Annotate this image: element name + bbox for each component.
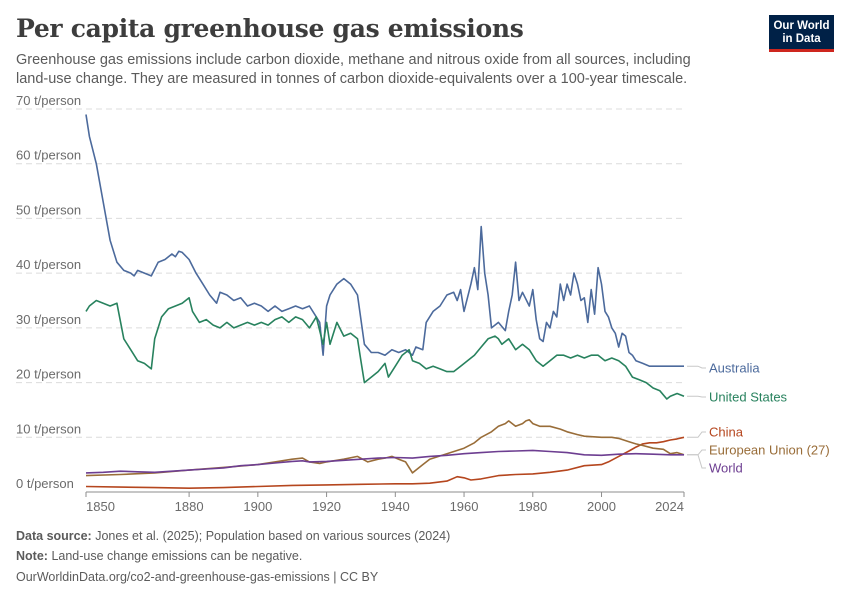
y-tick-label-50: 50 t/person	[16, 202, 81, 217]
x-tick-label-1900: 1900	[243, 499, 272, 514]
y-tick-label-20: 20 t/person	[16, 367, 81, 382]
data-source-text: Jones et al. (2025); Population based on…	[95, 529, 451, 543]
series-label-china: China	[709, 425, 744, 440]
chart-title: Per capita greenhouse gas emissions	[16, 14, 524, 43]
x-tick-label-1980: 1980	[518, 499, 547, 514]
series-label-world: World	[709, 461, 743, 476]
series-label-australia: Australia	[709, 361, 760, 376]
y-tick-label-30: 30 t/person	[16, 312, 81, 327]
chart-subtitle: Greenhouse gas emissions include carbon …	[16, 52, 691, 87]
data-source: Data source: Jones et al. (2025); Popula…	[16, 529, 450, 543]
x-tick-label-1960: 1960	[450, 499, 479, 514]
y-tick-label-0: 0 t/person	[16, 476, 74, 491]
note-label: Note:	[16, 549, 48, 563]
chart-note: Note: Land-use change emissions can be n…	[16, 549, 302, 563]
label-connector-european-union-27	[687, 449, 706, 456]
x-tick-label-1920: 1920	[312, 499, 341, 514]
series-line-australia	[85, 114, 684, 367]
source-url[interactable]: OurWorldinData.org/co2-and-greenhouse-ga…	[16, 570, 379, 584]
series-line-united-states	[85, 297, 685, 400]
note-text: Land-use change emissions can be negativ…	[51, 549, 303, 563]
x-tick-label-1850: 1850	[86, 499, 115, 514]
logo-line-1: Our World	[773, 20, 830, 32]
label-connector-china	[687, 431, 706, 438]
label-connector-world	[687, 454, 706, 469]
series-line-european-union-27	[85, 419, 685, 477]
series-label-united-states: United States	[709, 390, 788, 405]
series-label-european-union-27: European Union (27)	[709, 443, 830, 458]
label-connector-united-states	[687, 395, 706, 398]
label-connector-australia	[687, 365, 706, 369]
y-tick-label-60: 60 t/person	[16, 148, 81, 163]
y-tick-label-70: 70 t/person	[16, 93, 81, 108]
x-tick-label-1940: 1940	[381, 499, 410, 514]
x-tick-label-2024: 2024	[655, 499, 684, 514]
x-tick-label-2000: 2000	[587, 499, 616, 514]
owid-logo[interactable]: Our World in Data	[769, 15, 834, 52]
y-tick-label-10: 10 t/person	[16, 421, 81, 436]
logo-line-2: in Data	[782, 33, 821, 45]
series-line-china	[85, 436, 685, 489]
y-tick-label-40: 40 t/person	[16, 257, 81, 272]
data-source-label: Data source:	[16, 529, 92, 543]
series-line-world	[85, 449, 684, 474]
x-tick-label-1880: 1880	[175, 499, 204, 514]
